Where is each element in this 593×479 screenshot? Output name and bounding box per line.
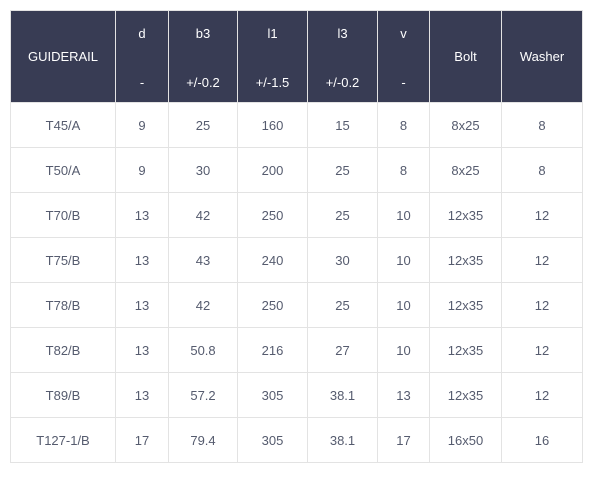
header-l1: l1 +/-1.5 bbox=[237, 10, 308, 103]
header-bolt: Bolt bbox=[429, 10, 502, 103]
cell-v: 8 bbox=[377, 147, 430, 193]
cell-l1: 250 bbox=[237, 282, 308, 328]
cell-l3: 25 bbox=[307, 282, 378, 328]
header-l1-tolerance: +/-1.5 bbox=[255, 74, 290, 90]
cell-d: 13 bbox=[115, 372, 169, 418]
cell-l1: 200 bbox=[237, 147, 308, 193]
cell-v: 10 bbox=[377, 327, 430, 373]
table-row: T82/B 13 50.8 216 27 10 12x35 12 bbox=[10, 327, 583, 373]
cell-b3: 43 bbox=[168, 237, 238, 283]
cell-guiderail: T78/B bbox=[10, 282, 116, 328]
cell-b3: 57.2 bbox=[168, 372, 238, 418]
cell-bolt: 8x25 bbox=[429, 102, 502, 148]
header-d-tolerance: - bbox=[139, 74, 145, 90]
header-v: v - bbox=[377, 10, 430, 103]
header-l3: l3 +/-0.2 bbox=[307, 10, 378, 103]
table-row: T89/B 13 57.2 305 38.1 13 12x35 12 bbox=[10, 372, 583, 418]
cell-guiderail: T127-1/B bbox=[10, 417, 116, 463]
table-body: T45/A 9 25 160 15 8 8x25 8 T50/A 9 30 20… bbox=[10, 102, 583, 463]
header-l1-name: l1 bbox=[267, 25, 278, 41]
cell-d: 17 bbox=[115, 417, 169, 463]
cell-d: 13 bbox=[115, 327, 169, 373]
cell-guiderail: T75/B bbox=[10, 237, 116, 283]
cell-washer: 8 bbox=[501, 102, 583, 148]
cell-washer: 12 bbox=[501, 327, 583, 373]
table-row: T78/B 13 42 250 25 10 12x35 12 bbox=[10, 282, 583, 328]
header-v-name: v bbox=[400, 25, 407, 41]
cell-washer: 16 bbox=[501, 417, 583, 463]
cell-washer: 12 bbox=[501, 372, 583, 418]
cell-bolt: 12x35 bbox=[429, 327, 502, 373]
cell-l3: 15 bbox=[307, 102, 378, 148]
table-row: T45/A 9 25 160 15 8 8x25 8 bbox=[10, 102, 583, 148]
cell-v: 13 bbox=[377, 372, 430, 418]
cell-l3: 30 bbox=[307, 237, 378, 283]
cell-l3: 27 bbox=[307, 327, 378, 373]
guiderail-table: GUIDERAIL d - b3 +/-0.2 l1 + bbox=[10, 10, 583, 463]
cell-guiderail: T70/B bbox=[10, 192, 116, 238]
cell-b3: 50.8 bbox=[168, 327, 238, 373]
guiderail-table-container: GUIDERAIL d - b3 +/-0.2 l1 + bbox=[10, 10, 583, 463]
header-washer: Washer bbox=[501, 10, 583, 103]
cell-b3: 30 bbox=[168, 147, 238, 193]
cell-v: 17 bbox=[377, 417, 430, 463]
header-b3-name: b3 bbox=[195, 25, 211, 41]
cell-d: 13 bbox=[115, 192, 169, 238]
cell-washer: 12 bbox=[501, 237, 583, 283]
cell-l1: 305 bbox=[237, 417, 308, 463]
cell-b3: 79.4 bbox=[168, 417, 238, 463]
header-l3-name: l3 bbox=[337, 25, 348, 41]
cell-l1: 160 bbox=[237, 102, 308, 148]
cell-bolt: 12x35 bbox=[429, 282, 502, 328]
cell-guiderail: T82/B bbox=[10, 327, 116, 373]
header-row: GUIDERAIL d - b3 +/-0.2 l1 + bbox=[10, 10, 583, 103]
cell-bolt: 12x35 bbox=[429, 237, 502, 283]
cell-v: 8 bbox=[377, 102, 430, 148]
cell-bolt: 12x35 bbox=[429, 192, 502, 238]
header-v-tolerance: - bbox=[401, 74, 406, 90]
cell-v: 10 bbox=[377, 282, 430, 328]
cell-v: 10 bbox=[377, 237, 430, 283]
table-row: T75/B 13 43 240 30 10 12x35 12 bbox=[10, 237, 583, 283]
cell-l1: 216 bbox=[237, 327, 308, 373]
cell-l1: 240 bbox=[237, 237, 308, 283]
table-row: T127-1/B 17 79.4 305 38.1 17 16x50 16 bbox=[10, 417, 583, 463]
cell-guiderail: T45/A bbox=[10, 102, 116, 148]
cell-d: 13 bbox=[115, 282, 169, 328]
cell-d: 9 bbox=[115, 147, 169, 193]
cell-b3: 42 bbox=[168, 192, 238, 238]
cell-b3: 42 bbox=[168, 282, 238, 328]
cell-b3: 25 bbox=[168, 102, 238, 148]
cell-l3: 38.1 bbox=[307, 372, 378, 418]
header-b3-tolerance: +/-0.2 bbox=[186, 74, 220, 90]
header-d: d - bbox=[115, 10, 169, 103]
header-guiderail: GUIDERAIL bbox=[10, 10, 116, 103]
cell-l1: 305 bbox=[237, 372, 308, 418]
header-d-name: d bbox=[138, 25, 146, 41]
cell-d: 9 bbox=[115, 102, 169, 148]
cell-washer: 8 bbox=[501, 147, 583, 193]
header-l3-tolerance: +/-0.2 bbox=[325, 74, 360, 90]
cell-bolt: 8x25 bbox=[429, 147, 502, 193]
cell-bolt: 16x50 bbox=[429, 417, 502, 463]
cell-washer: 12 bbox=[501, 192, 583, 238]
cell-bolt: 12x35 bbox=[429, 372, 502, 418]
cell-washer: 12 bbox=[501, 282, 583, 328]
cell-guiderail: T50/A bbox=[10, 147, 116, 193]
cell-d: 13 bbox=[115, 237, 169, 283]
cell-l3: 38.1 bbox=[307, 417, 378, 463]
table-row: T70/B 13 42 250 25 10 12x35 12 bbox=[10, 192, 583, 238]
cell-v: 10 bbox=[377, 192, 430, 238]
table-row: T50/A 9 30 200 25 8 8x25 8 bbox=[10, 147, 583, 193]
cell-l3: 25 bbox=[307, 192, 378, 238]
cell-l1: 250 bbox=[237, 192, 308, 238]
cell-guiderail: T89/B bbox=[10, 372, 116, 418]
cell-l3: 25 bbox=[307, 147, 378, 193]
header-b3: b3 +/-0.2 bbox=[168, 10, 238, 103]
table-header: GUIDERAIL d - b3 +/-0.2 l1 + bbox=[10, 10, 583, 103]
